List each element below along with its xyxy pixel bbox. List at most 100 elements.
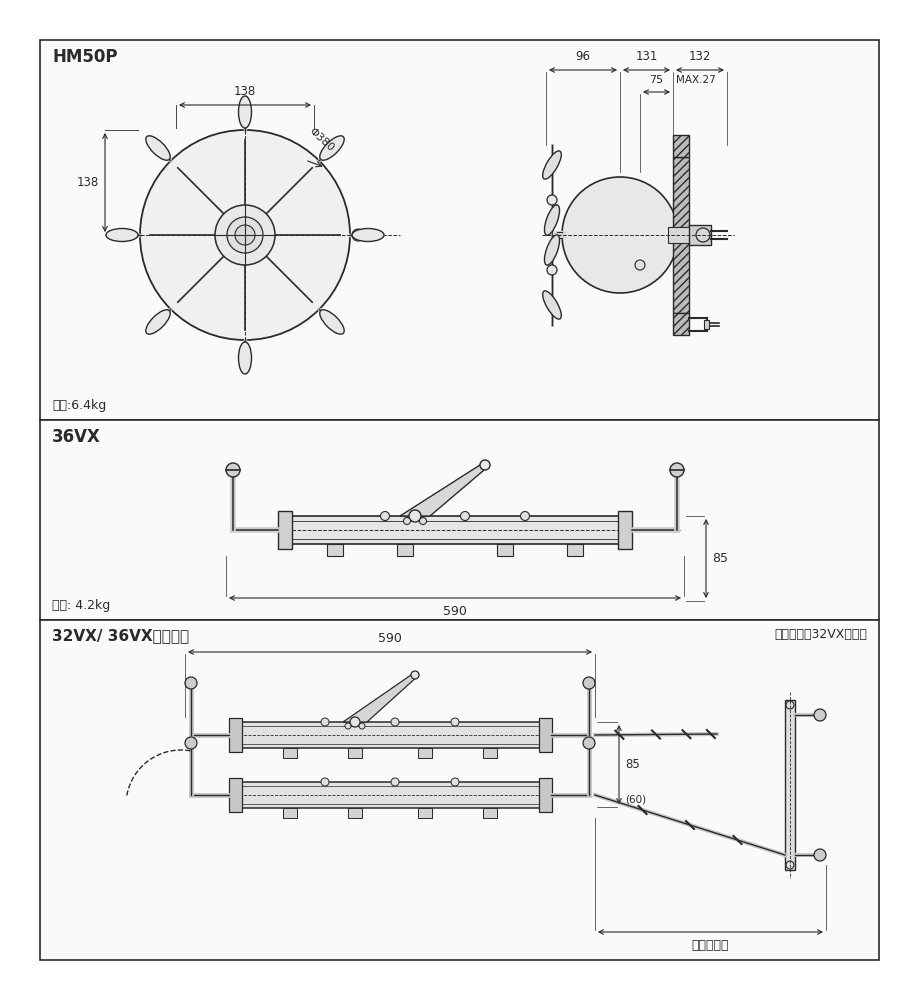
Circle shape <box>419 518 426 524</box>
Bar <box>229 778 242 812</box>
Ellipse shape <box>544 205 560 235</box>
Circle shape <box>235 225 255 245</box>
Ellipse shape <box>106 229 138 241</box>
Text: HM50P: HM50P <box>52 48 118 66</box>
Ellipse shape <box>146 136 170 160</box>
Text: MAX.27: MAX.27 <box>676 75 716 85</box>
Circle shape <box>814 709 826 721</box>
Circle shape <box>345 723 351 729</box>
Bar <box>327 544 343 556</box>
Text: 85: 85 <box>625 758 640 771</box>
Bar <box>283 748 297 758</box>
Bar <box>539 778 552 812</box>
Ellipse shape <box>146 310 170 334</box>
Bar <box>539 718 552 752</box>
Text: 32VX/ 36VX二基掛け: 32VX/ 36VX二基掛け <box>52 628 189 643</box>
Circle shape <box>227 217 263 253</box>
Bar <box>235 782 545 808</box>
Bar <box>418 748 432 758</box>
Bar <box>668 227 699 243</box>
Ellipse shape <box>543 151 562 179</box>
Circle shape <box>696 228 710 242</box>
Circle shape <box>226 463 240 477</box>
Circle shape <box>451 718 459 726</box>
Circle shape <box>403 518 411 524</box>
Circle shape <box>583 677 595 689</box>
Circle shape <box>460 512 470 520</box>
Circle shape <box>480 460 490 470</box>
Text: 138: 138 <box>77 176 99 189</box>
Bar <box>278 511 292 549</box>
Circle shape <box>786 861 794 869</box>
Circle shape <box>562 177 678 293</box>
Bar <box>229 718 242 752</box>
Bar <box>785 700 795 870</box>
Text: 質質:6.4kg: 質質:6.4kg <box>52 399 107 412</box>
Text: 85: 85 <box>712 552 728 565</box>
Polygon shape <box>343 675 419 722</box>
Circle shape <box>185 677 197 689</box>
Circle shape <box>583 737 595 749</box>
Text: 590: 590 <box>378 632 402 645</box>
Bar <box>673 157 689 313</box>
Circle shape <box>409 510 421 522</box>
Bar <box>283 808 297 818</box>
Text: 132: 132 <box>689 50 711 63</box>
Circle shape <box>547 265 557 275</box>
Circle shape <box>451 778 459 786</box>
Circle shape <box>670 463 684 477</box>
Text: 138: 138 <box>233 85 256 98</box>
Bar <box>673 135 689 157</box>
Ellipse shape <box>544 235 560 265</box>
Text: Φ380: Φ380 <box>307 126 335 153</box>
Ellipse shape <box>239 342 252 374</box>
Bar <box>348 748 362 758</box>
Text: 二基間距離: 二基間距離 <box>692 939 730 952</box>
Bar <box>40 420 879 620</box>
Circle shape <box>359 723 365 729</box>
Circle shape <box>350 717 360 727</box>
Circle shape <box>391 718 399 726</box>
Bar <box>40 40 879 420</box>
Ellipse shape <box>543 291 562 319</box>
Bar <box>397 544 413 556</box>
Ellipse shape <box>239 96 252 128</box>
Bar <box>618 511 632 549</box>
Text: （　）内は32VXの場合: （ ）内は32VXの場合 <box>774 628 867 641</box>
Circle shape <box>215 205 275 265</box>
Bar <box>285 516 625 544</box>
Bar <box>348 808 362 818</box>
Text: 75: 75 <box>650 75 664 85</box>
Text: 131: 131 <box>635 50 658 63</box>
Bar <box>483 808 497 818</box>
Bar <box>704 320 709 329</box>
Circle shape <box>321 718 329 726</box>
Text: 590: 590 <box>443 605 467 618</box>
Circle shape <box>380 512 390 520</box>
Ellipse shape <box>352 229 384 241</box>
Circle shape <box>635 260 645 270</box>
Circle shape <box>140 130 350 340</box>
Bar <box>567 544 583 556</box>
Circle shape <box>786 701 794 709</box>
Circle shape <box>547 195 557 205</box>
Text: 質質: 4.2kg: 質質: 4.2kg <box>52 599 110 612</box>
Bar <box>689 225 711 245</box>
Text: (60): (60) <box>625 794 646 804</box>
Circle shape <box>352 229 364 241</box>
Bar <box>497 544 513 556</box>
Text: 96: 96 <box>575 50 591 63</box>
Bar <box>418 808 432 818</box>
Circle shape <box>185 737 197 749</box>
Circle shape <box>321 778 329 786</box>
Circle shape <box>411 671 419 679</box>
Ellipse shape <box>320 310 345 334</box>
Bar <box>235 722 545 748</box>
Circle shape <box>520 512 529 520</box>
Circle shape <box>391 778 399 786</box>
Bar <box>40 620 879 960</box>
Ellipse shape <box>320 136 345 160</box>
Circle shape <box>814 849 826 861</box>
Text: 36VX: 36VX <box>52 428 101 446</box>
Polygon shape <box>400 465 490 516</box>
